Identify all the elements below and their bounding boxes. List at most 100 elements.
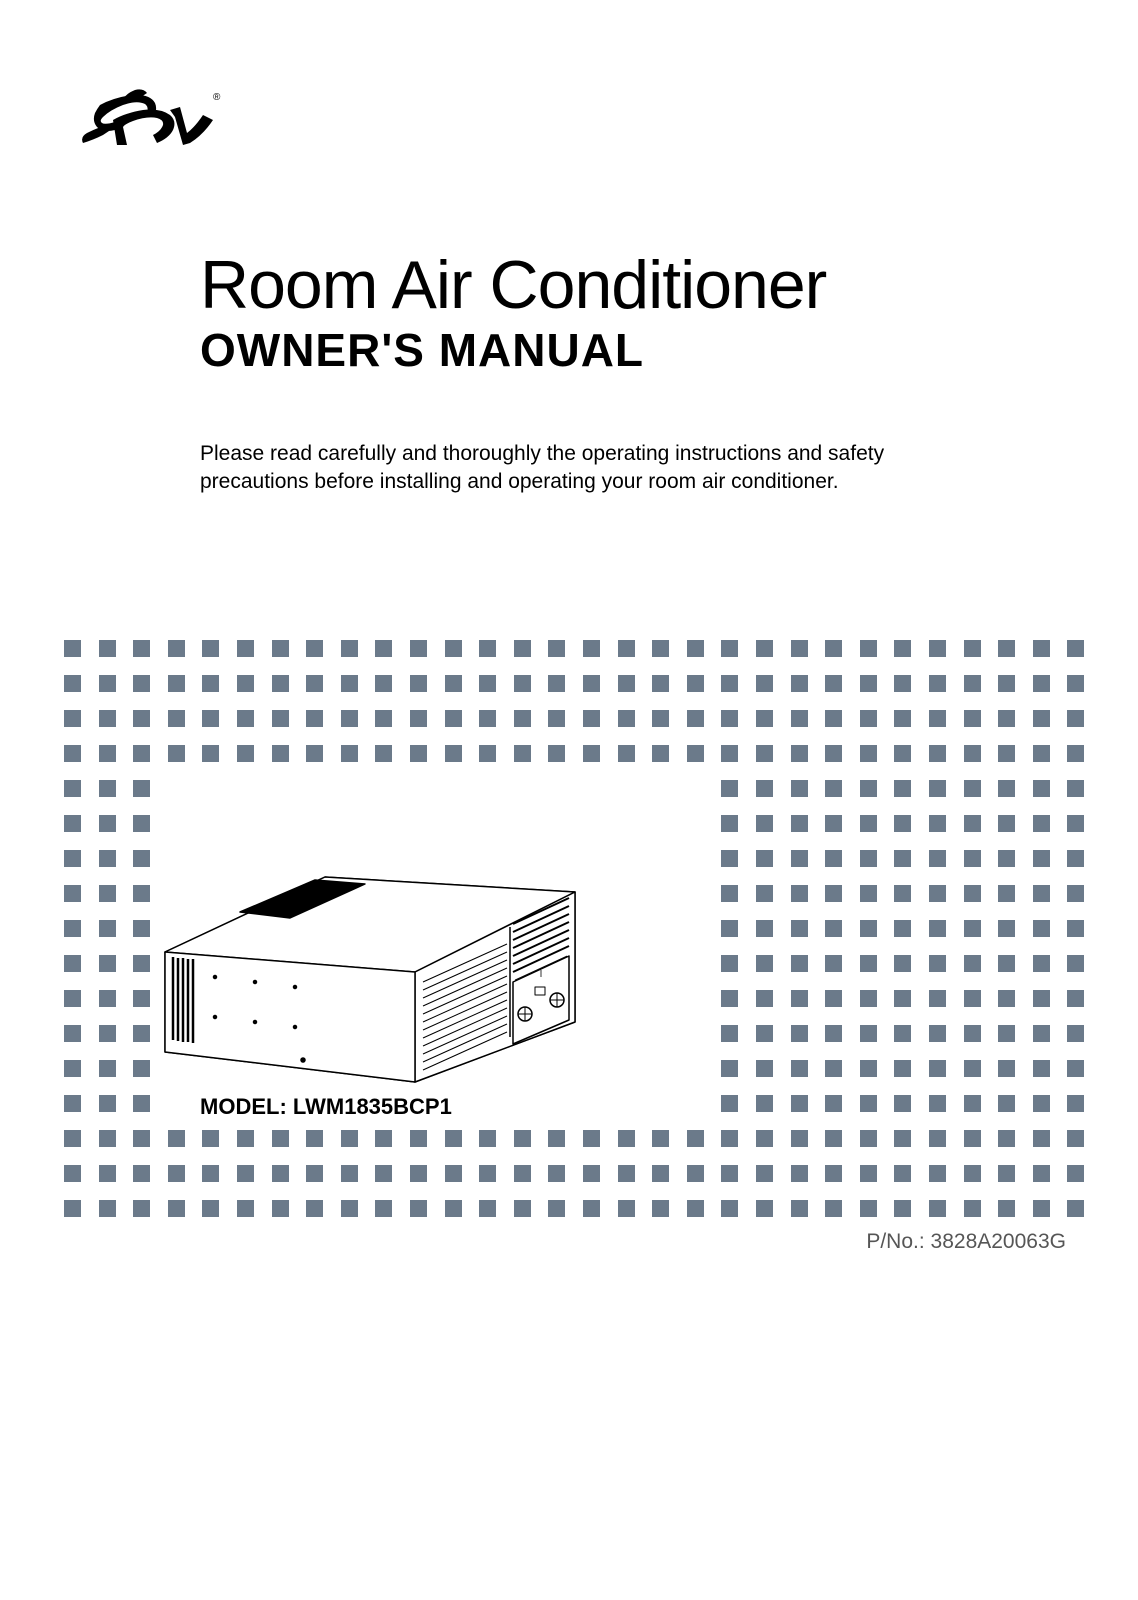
grid-square	[99, 745, 116, 762]
grid-square	[756, 675, 773, 692]
grid-square	[272, 1130, 289, 1147]
grid-square	[1067, 920, 1084, 937]
grid-square	[1067, 1200, 1084, 1217]
grid-square	[825, 850, 842, 867]
grid-square	[1067, 1025, 1084, 1042]
grid-square	[272, 745, 289, 762]
grid-square	[341, 710, 358, 727]
grid-square	[1033, 710, 1050, 727]
grid-square	[133, 1130, 150, 1147]
grid-square	[756, 1200, 773, 1217]
grid-square	[375, 675, 392, 692]
grid-square	[756, 850, 773, 867]
grid-square	[860, 990, 877, 1007]
intro-text: Please read carefully and thoroughly the…	[200, 440, 960, 497]
grid-square	[445, 710, 462, 727]
grid-square	[64, 1130, 81, 1147]
grid-square	[306, 745, 323, 762]
grid-square	[860, 1095, 877, 1112]
grid-square	[721, 815, 738, 832]
grid-square	[860, 675, 877, 692]
grid-square	[618, 675, 635, 692]
grid-square	[791, 1200, 808, 1217]
grid-square	[652, 1165, 669, 1182]
grid-square	[756, 640, 773, 657]
grid-square	[929, 920, 946, 937]
grid-square	[618, 1130, 635, 1147]
grid-square	[825, 745, 842, 762]
grid-square	[860, 850, 877, 867]
grid-square	[618, 640, 635, 657]
grid-square	[133, 1200, 150, 1217]
grid-square	[514, 745, 531, 762]
grid-square	[445, 1130, 462, 1147]
grid-row	[64, 710, 1084, 727]
grid-square	[133, 780, 150, 797]
grid-square	[99, 675, 116, 692]
grid-square	[756, 955, 773, 972]
grid-square	[1033, 1025, 1050, 1042]
grid-square	[894, 1095, 911, 1112]
grid-square	[825, 1060, 842, 1077]
grid-square	[272, 1165, 289, 1182]
grid-square	[1067, 885, 1084, 902]
grid-square	[618, 1165, 635, 1182]
grid-square	[99, 1130, 116, 1147]
grid-square	[99, 990, 116, 1007]
grid-square	[133, 1165, 150, 1182]
grid-square	[825, 955, 842, 972]
grid-square	[964, 990, 981, 1007]
grid-square	[64, 955, 81, 972]
grid-row	[64, 745, 1084, 762]
grid-square	[998, 815, 1015, 832]
grid-square	[929, 990, 946, 1007]
grid-square	[652, 1130, 669, 1147]
grid-square	[791, 815, 808, 832]
grid-square	[514, 675, 531, 692]
grid-square	[929, 1165, 946, 1182]
grid-square	[791, 885, 808, 902]
grid-square	[756, 885, 773, 902]
grid-square	[1033, 640, 1050, 657]
grid-square	[1067, 1095, 1084, 1112]
grid-square	[825, 990, 842, 1007]
grid-square	[964, 1095, 981, 1112]
grid-square	[410, 745, 427, 762]
grid-square	[548, 745, 565, 762]
grid-square	[237, 745, 254, 762]
grid-square	[445, 1165, 462, 1182]
grid-square	[1033, 780, 1050, 797]
grid-square	[860, 1060, 877, 1077]
grid-row	[64, 675, 1084, 692]
grid-square	[825, 815, 842, 832]
grid-square	[479, 1165, 496, 1182]
grid-square	[168, 640, 185, 657]
grid-square	[791, 955, 808, 972]
grid-square	[168, 1200, 185, 1217]
grid-square	[479, 745, 496, 762]
grid-square	[998, 1165, 1015, 1182]
grid-square	[825, 1165, 842, 1182]
grid-square	[929, 745, 946, 762]
grid-square	[998, 1025, 1015, 1042]
grid-square	[272, 640, 289, 657]
grid-square	[929, 815, 946, 832]
grid-square	[825, 710, 842, 727]
grid-square	[99, 1095, 116, 1112]
grid-square	[964, 1200, 981, 1217]
grid-square	[756, 1130, 773, 1147]
grid-square	[306, 710, 323, 727]
grid-square	[721, 1025, 738, 1042]
grid-square	[202, 640, 219, 657]
grid-square	[894, 815, 911, 832]
grid-square	[929, 1060, 946, 1077]
grid-square	[825, 1200, 842, 1217]
grid-square	[99, 920, 116, 937]
grid-square	[894, 850, 911, 867]
grid-square	[1033, 990, 1050, 1007]
grid-square	[99, 1060, 116, 1077]
grid-square	[202, 1165, 219, 1182]
grid-square	[860, 885, 877, 902]
grid-square	[1033, 850, 1050, 867]
grid-square	[133, 1095, 150, 1112]
